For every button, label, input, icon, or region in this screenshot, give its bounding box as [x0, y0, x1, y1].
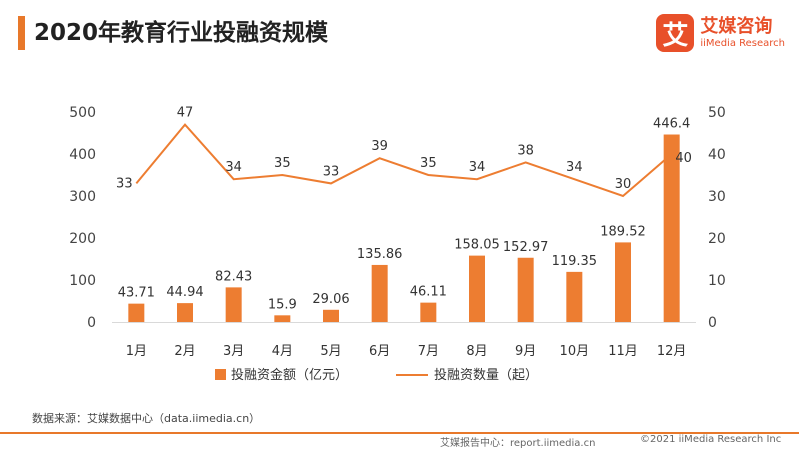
- line-data-label: 38: [517, 143, 534, 158]
- logo-mark-icon: 艾: [656, 14, 695, 52]
- y-left-tick-label: 500: [69, 105, 96, 121]
- x-tick-label: 8月: [466, 344, 487, 359]
- bar-data-label: 46.11: [410, 285, 447, 300]
- line-data-label: 34: [469, 160, 486, 175]
- bar-data-label: 119.35: [552, 254, 598, 269]
- line-data-label: 47: [177, 106, 194, 121]
- y-right-tick-label: 10: [708, 273, 726, 289]
- brand-logo: 艾 艾媒咨询 iiMedia Research: [656, 12, 785, 54]
- x-tick-label: 5月: [320, 344, 341, 359]
- line-data-label: 33: [323, 164, 340, 179]
- page-title: 2020年教育行业投融资规模: [34, 20, 329, 46]
- y-left-tick-label: 400: [69, 147, 96, 163]
- y-left-tick-label: 200: [69, 231, 96, 247]
- x-tick-label: 12月: [657, 344, 687, 359]
- x-tick-label: 9月: [515, 344, 536, 359]
- bar-data-label: 44.94: [166, 285, 203, 300]
- bar-data-label: 189.52: [600, 224, 646, 239]
- y-right-tick-label: 40: [708, 147, 726, 163]
- y-right-tick-label: 20: [708, 231, 726, 247]
- legend-bar-swatch: [215, 369, 226, 380]
- y-right-tick-label: 0: [708, 315, 717, 331]
- funding-chart: 0 100 200 300 400 500 0 10 20 30 40 50 43.71 44.94 82.…: [69, 105, 726, 383]
- copyright: ©2021 iiMedia Research Inc: [640, 434, 782, 445]
- line-data-label: 30: [615, 177, 632, 192]
- bar-data-label: 446.4: [653, 117, 690, 132]
- line-data-label: 33: [116, 176, 133, 191]
- logo-name: 艾媒咨询: [700, 15, 773, 37]
- bar: [517, 257, 534, 322]
- logo-text: 艾媒咨询 iiMedia Research: [700, 15, 785, 50]
- line-data-label: 40: [675, 151, 692, 166]
- x-tick-label: 3月: [223, 344, 244, 359]
- bar: [469, 255, 485, 322]
- line-data-label: 35: [274, 156, 291, 171]
- x-tick-label: 10月: [560, 344, 590, 359]
- bar: [323, 309, 339, 322]
- bar-data-label: 29.06: [312, 292, 349, 307]
- x-tick-label: 11月: [608, 344, 638, 359]
- footer-divider: [0, 432, 799, 434]
- bar: [274, 315, 291, 322]
- bar-data-label: 135.86: [357, 247, 403, 262]
- y-right-tick-label: 50: [708, 105, 726, 121]
- x-tick-label: 2月: [174, 344, 195, 359]
- line-data-label: 39: [371, 139, 388, 154]
- legend-line-label: 投融资数量（起）: [434, 367, 538, 383]
- bar: [615, 242, 631, 322]
- x-tick-label: 4月: [272, 344, 293, 359]
- bar: [420, 302, 437, 322]
- y-left-tick-label: 300: [69, 189, 96, 205]
- bar: [177, 303, 193, 322]
- bar: [371, 264, 388, 322]
- legend-bar-label: 投融资金额（亿元）: [231, 367, 348, 383]
- bar-data-label: 158.05: [454, 238, 500, 253]
- y-left-tick-label: 100: [69, 273, 96, 289]
- line-data-label: 34: [566, 160, 583, 175]
- bar-data-label: 43.71: [118, 286, 155, 301]
- bar: [225, 287, 242, 322]
- x-tick-label: 1月: [126, 344, 147, 359]
- x-tick-label: 7月: [418, 344, 439, 359]
- bar: [663, 134, 680, 322]
- line-data-label: 34: [225, 160, 242, 175]
- report-center: 艾媒报告中心：report.iimedia.cn: [440, 438, 596, 449]
- data-source: 数据来源：艾媒数据中心（data.iimedia.cn）: [32, 412, 261, 425]
- y-left-tick-label: 0: [87, 315, 96, 331]
- line-data-label: 35: [420, 156, 437, 171]
- bar: [566, 271, 583, 322]
- x-tick-label: 6月: [369, 344, 390, 359]
- bar-data-label: 15.9: [268, 297, 297, 312]
- bar-data-label: 152.97: [503, 240, 549, 255]
- title-accent-bar: [18, 16, 25, 50]
- logo-english: iiMedia Research: [700, 37, 785, 49]
- bar: [128, 303, 145, 322]
- y-right-tick-label: 30: [708, 189, 726, 205]
- count-line: [135, 123, 673, 198]
- bar-data-label: 82.43: [215, 269, 252, 284]
